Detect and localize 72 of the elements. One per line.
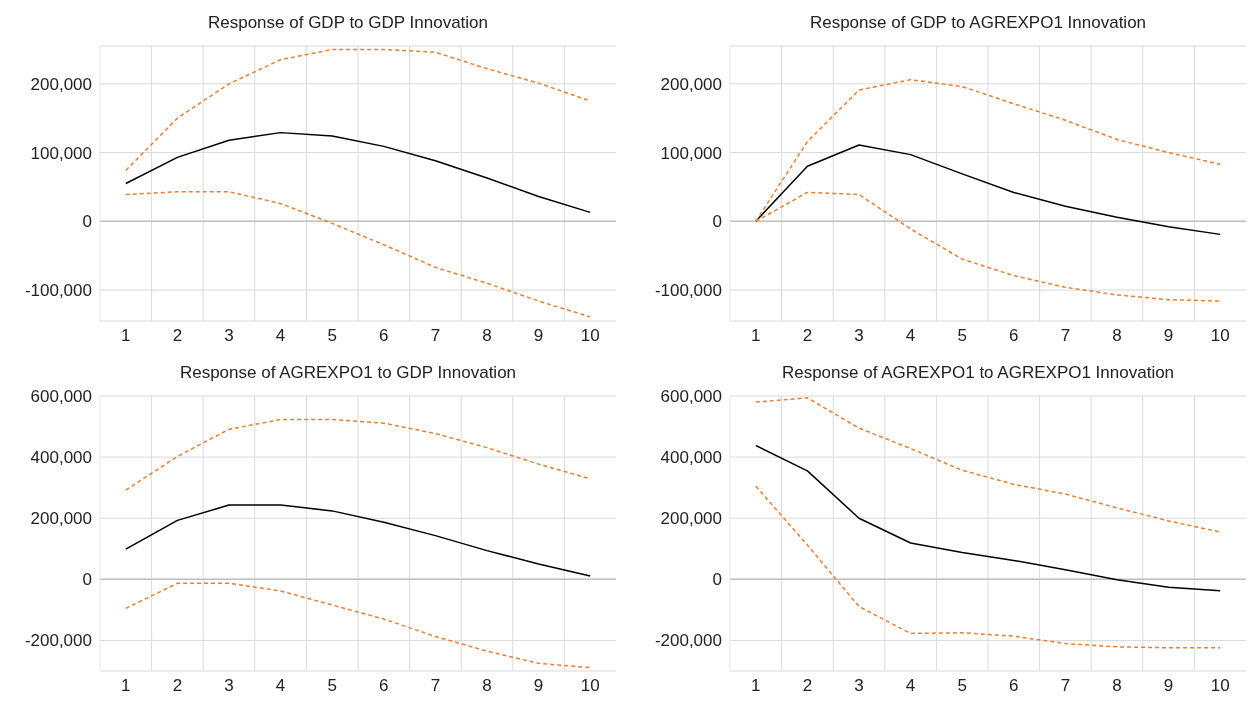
x-tick-label: 3 [224,676,234,696]
y-tick-label: -200,000 [24,631,92,651]
y-tick-label: 0 [82,212,92,232]
line-series [125,131,591,214]
x-tick-label: 8 [1112,676,1122,696]
x-tick-label: 5 [957,676,967,696]
x-tick-label: 2 [172,676,183,696]
y-tick-label: 200,000 [660,509,722,529]
y-tick-label: 400,000 [30,448,92,468]
y-tick-label: 0 [82,570,92,590]
line-series [755,397,1221,533]
x-tick-label: 10 [580,326,600,346]
y-tick-label: 200,000 [30,74,92,94]
x-tick-label: 5 [327,676,337,696]
y-tick-label: -100,000 [24,281,92,301]
x-tick-label: 5 [957,326,967,346]
y-tick-label: 100,000 [30,143,92,163]
x-tick-label: 3 [854,326,864,346]
x-tick-label: 3 [224,326,234,346]
chart-title: Response of AGREXPO1 to GDP Innovation [178,362,518,384]
line-series [755,144,1221,236]
y-tick-label: 100,000 [660,143,722,163]
x-tick-label: 7 [1060,326,1071,346]
line-series [125,582,591,669]
x-tick-label: 4 [275,676,286,696]
x-tick-label: 1 [751,326,761,346]
y-tick-label: -100,000 [654,281,722,301]
x-tick-label: 1 [121,326,131,346]
x-tick-label: 8 [482,326,492,346]
line-series [125,418,591,491]
x-tick-label: 6 [1009,326,1019,346]
y-tick-label: 600,000 [30,387,92,407]
x-tick-label: 2 [172,326,183,346]
x-tick-label: 9 [533,676,544,696]
x-tick-label: 7 [430,326,441,346]
x-tick-label: 10 [580,676,600,696]
x-tick-label: 10 [1210,676,1230,696]
x-tick-label: 1 [751,676,761,696]
chart-title: Response of GDP to AGREXPO1 Innovation [808,12,1148,34]
x-tick-label: 4 [275,326,286,346]
x-tick-label: 9 [533,326,544,346]
x-tick-label: 3 [854,676,864,696]
line-series [125,191,591,318]
line-series [125,48,591,172]
chart-title: Response of AGREXPO1 to AGREXPO1 Innovation [780,362,1176,384]
line-series [755,485,1221,649]
line-series [125,504,591,577]
chart-title: Response of GDP to GDP Innovation [206,12,489,34]
y-tick-label: 200,000 [30,509,92,529]
x-tick-label: 9 [1163,326,1174,346]
x-tick-label: 2 [802,326,813,346]
y-tick-label: 0 [712,212,722,232]
x-tick-label: 7 [1060,676,1071,696]
x-tick-label: 6 [379,326,389,346]
x-tick-label: 7 [430,676,441,696]
y-tick-label: 600,000 [660,387,722,407]
line-series [755,444,1221,592]
x-tick-label: 10 [1210,326,1230,346]
x-tick-label: 8 [1112,326,1122,346]
x-tick-label: 1 [121,676,131,696]
x-tick-label: 2 [802,676,813,696]
x-tick-label: 8 [482,676,492,696]
x-tick-label: 5 [327,326,337,346]
x-tick-label: 6 [379,676,389,696]
y-tick-label: 400,000 [660,448,722,468]
x-tick-label: 9 [1163,676,1174,696]
x-tick-label: 4 [905,676,916,696]
x-tick-label: 4 [905,326,916,346]
x-tick-label: 6 [1009,676,1019,696]
y-tick-label: 0 [712,570,722,590]
y-tick-label: 200,000 [660,74,722,94]
y-tick-label: -200,000 [654,631,722,651]
